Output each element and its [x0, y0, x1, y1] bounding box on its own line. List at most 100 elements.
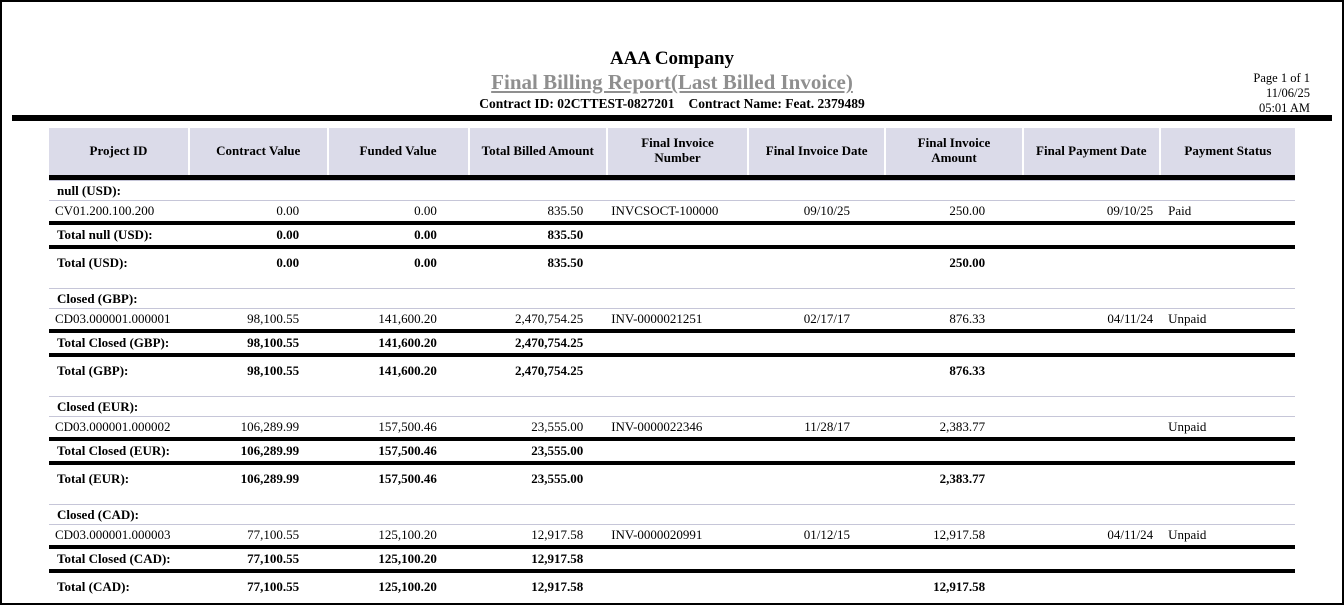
cell: 77,100.55: [247, 550, 300, 566]
cell: INV-0000020991: [611, 526, 703, 542]
cell: 0.00: [276, 202, 300, 218]
cell: [1159, 333, 1295, 353]
contract-id: Contract ID: 02CTTEST-0827201: [479, 95, 675, 111]
cell: 02/17/17: [803, 310, 851, 326]
group-total-row: Total Closed (EUR): 106,289.99 157,500.46 2…: [49, 436, 1295, 465]
column-header: Funded Value: [328, 127, 468, 175]
currency-section: Closed (EUR): CD03.000001.000002 106,289.9…: [49, 395, 1295, 491]
cell: [607, 441, 748, 461]
cell: [1159, 249, 1295, 275]
cell: [748, 249, 885, 275]
cell: 157,500.46: [378, 470, 437, 486]
cell: 0.00: [414, 202, 437, 218]
cell: Unpaid: [1168, 418, 1207, 434]
cell: [748, 549, 885, 569]
cell: 2,470,754.25: [514, 334, 584, 350]
cell: 250.00: [949, 202, 986, 218]
cell: 12,917.58: [531, 550, 584, 566]
cell: [885, 549, 1022, 569]
cell: Total (EUR):: [57, 470, 130, 486]
cell: INV-0000021251: [611, 310, 703, 326]
cell: 125,100.20: [378, 526, 437, 542]
cell: 141,600.20: [378, 334, 437, 350]
cell: [1159, 549, 1295, 569]
cell: 250.00: [949, 254, 986, 270]
column-header: Contract Value: [189, 127, 327, 175]
cell: [607, 549, 748, 569]
cell: 0.00: [414, 226, 437, 242]
group-label-row: Closed (EUR):: [49, 395, 1295, 416]
currency-section: Closed (GBP): CD03.000001.000001 98,100.55…: [49, 287, 1295, 383]
cell: [1159, 357, 1295, 383]
top-rule: [12, 114, 1332, 121]
cell: Total (CAD):: [57, 578, 130, 594]
cell: [1022, 249, 1159, 275]
report-time: 05:01 AM: [1258, 100, 1310, 115]
table-body: null (USD): CV01.200.100.200 0.00 0.00 835.5…: [49, 179, 1295, 599]
cell: 98,100.55: [247, 362, 300, 378]
page-info: Page 1 of 1 11/06/25 05:01 AM: [1253, 71, 1310, 115]
cell: 04/11/24: [1107, 526, 1154, 542]
cell: 23,555.00: [531, 442, 584, 458]
cell: [748, 441, 885, 461]
cell: [748, 225, 885, 245]
group-label-row: Closed (CAD):: [49, 503, 1295, 524]
cell: [607, 465, 748, 491]
cell: 12,917.58: [531, 578, 584, 594]
cell: 12,917.58: [933, 526, 986, 542]
cell: 01/12/15: [803, 526, 851, 542]
report-title: Final Billing Report(Last Billed Invoice…: [491, 70, 853, 95]
cell: [748, 357, 885, 383]
report-date: 11/06/25: [1266, 85, 1310, 100]
cell: [1022, 417, 1159, 437]
cell: CV01.200.100.200: [55, 202, 155, 218]
cell: [748, 465, 885, 491]
column-header: Final Invoice Date: [749, 127, 885, 175]
contract-name: Contract Name: Feat. 2379489: [688, 95, 865, 111]
cell: [1159, 465, 1295, 491]
cell: 157,500.46: [378, 418, 437, 434]
cell: 12,917.58: [933, 578, 986, 594]
cell: [885, 225, 1022, 245]
cell: [1159, 441, 1295, 461]
cell: Total Closed (EUR):: [57, 442, 170, 458]
group-label-row: null (USD):: [49, 179, 1295, 200]
cell: INV-0000022346: [611, 418, 703, 434]
cell: [607, 573, 748, 599]
cell: 2,383.77: [939, 470, 986, 486]
cell: 77,100.55: [247, 526, 300, 542]
column-header: Final Payment Date: [1023, 127, 1159, 175]
cell: 835.50: [547, 226, 584, 242]
cell: [1022, 465, 1159, 491]
cell: 835.50: [547, 254, 584, 270]
cell: [1022, 573, 1159, 599]
cell: 2,470,754.25: [514, 310, 584, 326]
cell: [885, 441, 1022, 461]
currency-section: null (USD): CV01.200.100.200 0.00 0.00 835.5…: [49, 179, 1295, 275]
cell: 141,600.20: [378, 362, 437, 378]
cell: 876.33: [949, 362, 986, 378]
cell: 157,500.46: [378, 442, 437, 458]
cell: Total Closed (GBP):: [57, 334, 170, 350]
cell: [748, 573, 885, 599]
cell: [607, 225, 748, 245]
cell: CD03.000001.000002: [55, 418, 171, 434]
report-header: AAA Company Final Billing Report(Last Bi…: [2, 2, 1342, 111]
table-row: CD03.000001.000003 77,100.55 125,100.20 12,…: [49, 523, 1295, 545]
cell: Total Closed (CAD):: [57, 550, 171, 566]
currency-total-row: Total (USD): 0.00 0.00 835.50 250.00: [49, 249, 1295, 275]
cell: [1159, 573, 1295, 599]
table-row: CD03.000001.000001 98,100.55 141,600.20 2,4…: [49, 307, 1295, 329]
cell: 835.50: [547, 202, 584, 218]
page-number: Page 1 of 1: [1253, 71, 1310, 85]
cell: 0.00: [414, 254, 437, 270]
currency-total-row: Total (EUR): 106,289.99 157,500.46 23,555.0…: [49, 465, 1295, 491]
cell: [607, 333, 748, 353]
cell: [1022, 549, 1159, 569]
cell: [1022, 333, 1159, 353]
cell: Total (GBP):: [57, 362, 129, 378]
company-title: AAA Company: [609, 48, 735, 69]
cell: 0.00: [276, 226, 300, 242]
cell: Total null (USD):: [57, 226, 153, 242]
